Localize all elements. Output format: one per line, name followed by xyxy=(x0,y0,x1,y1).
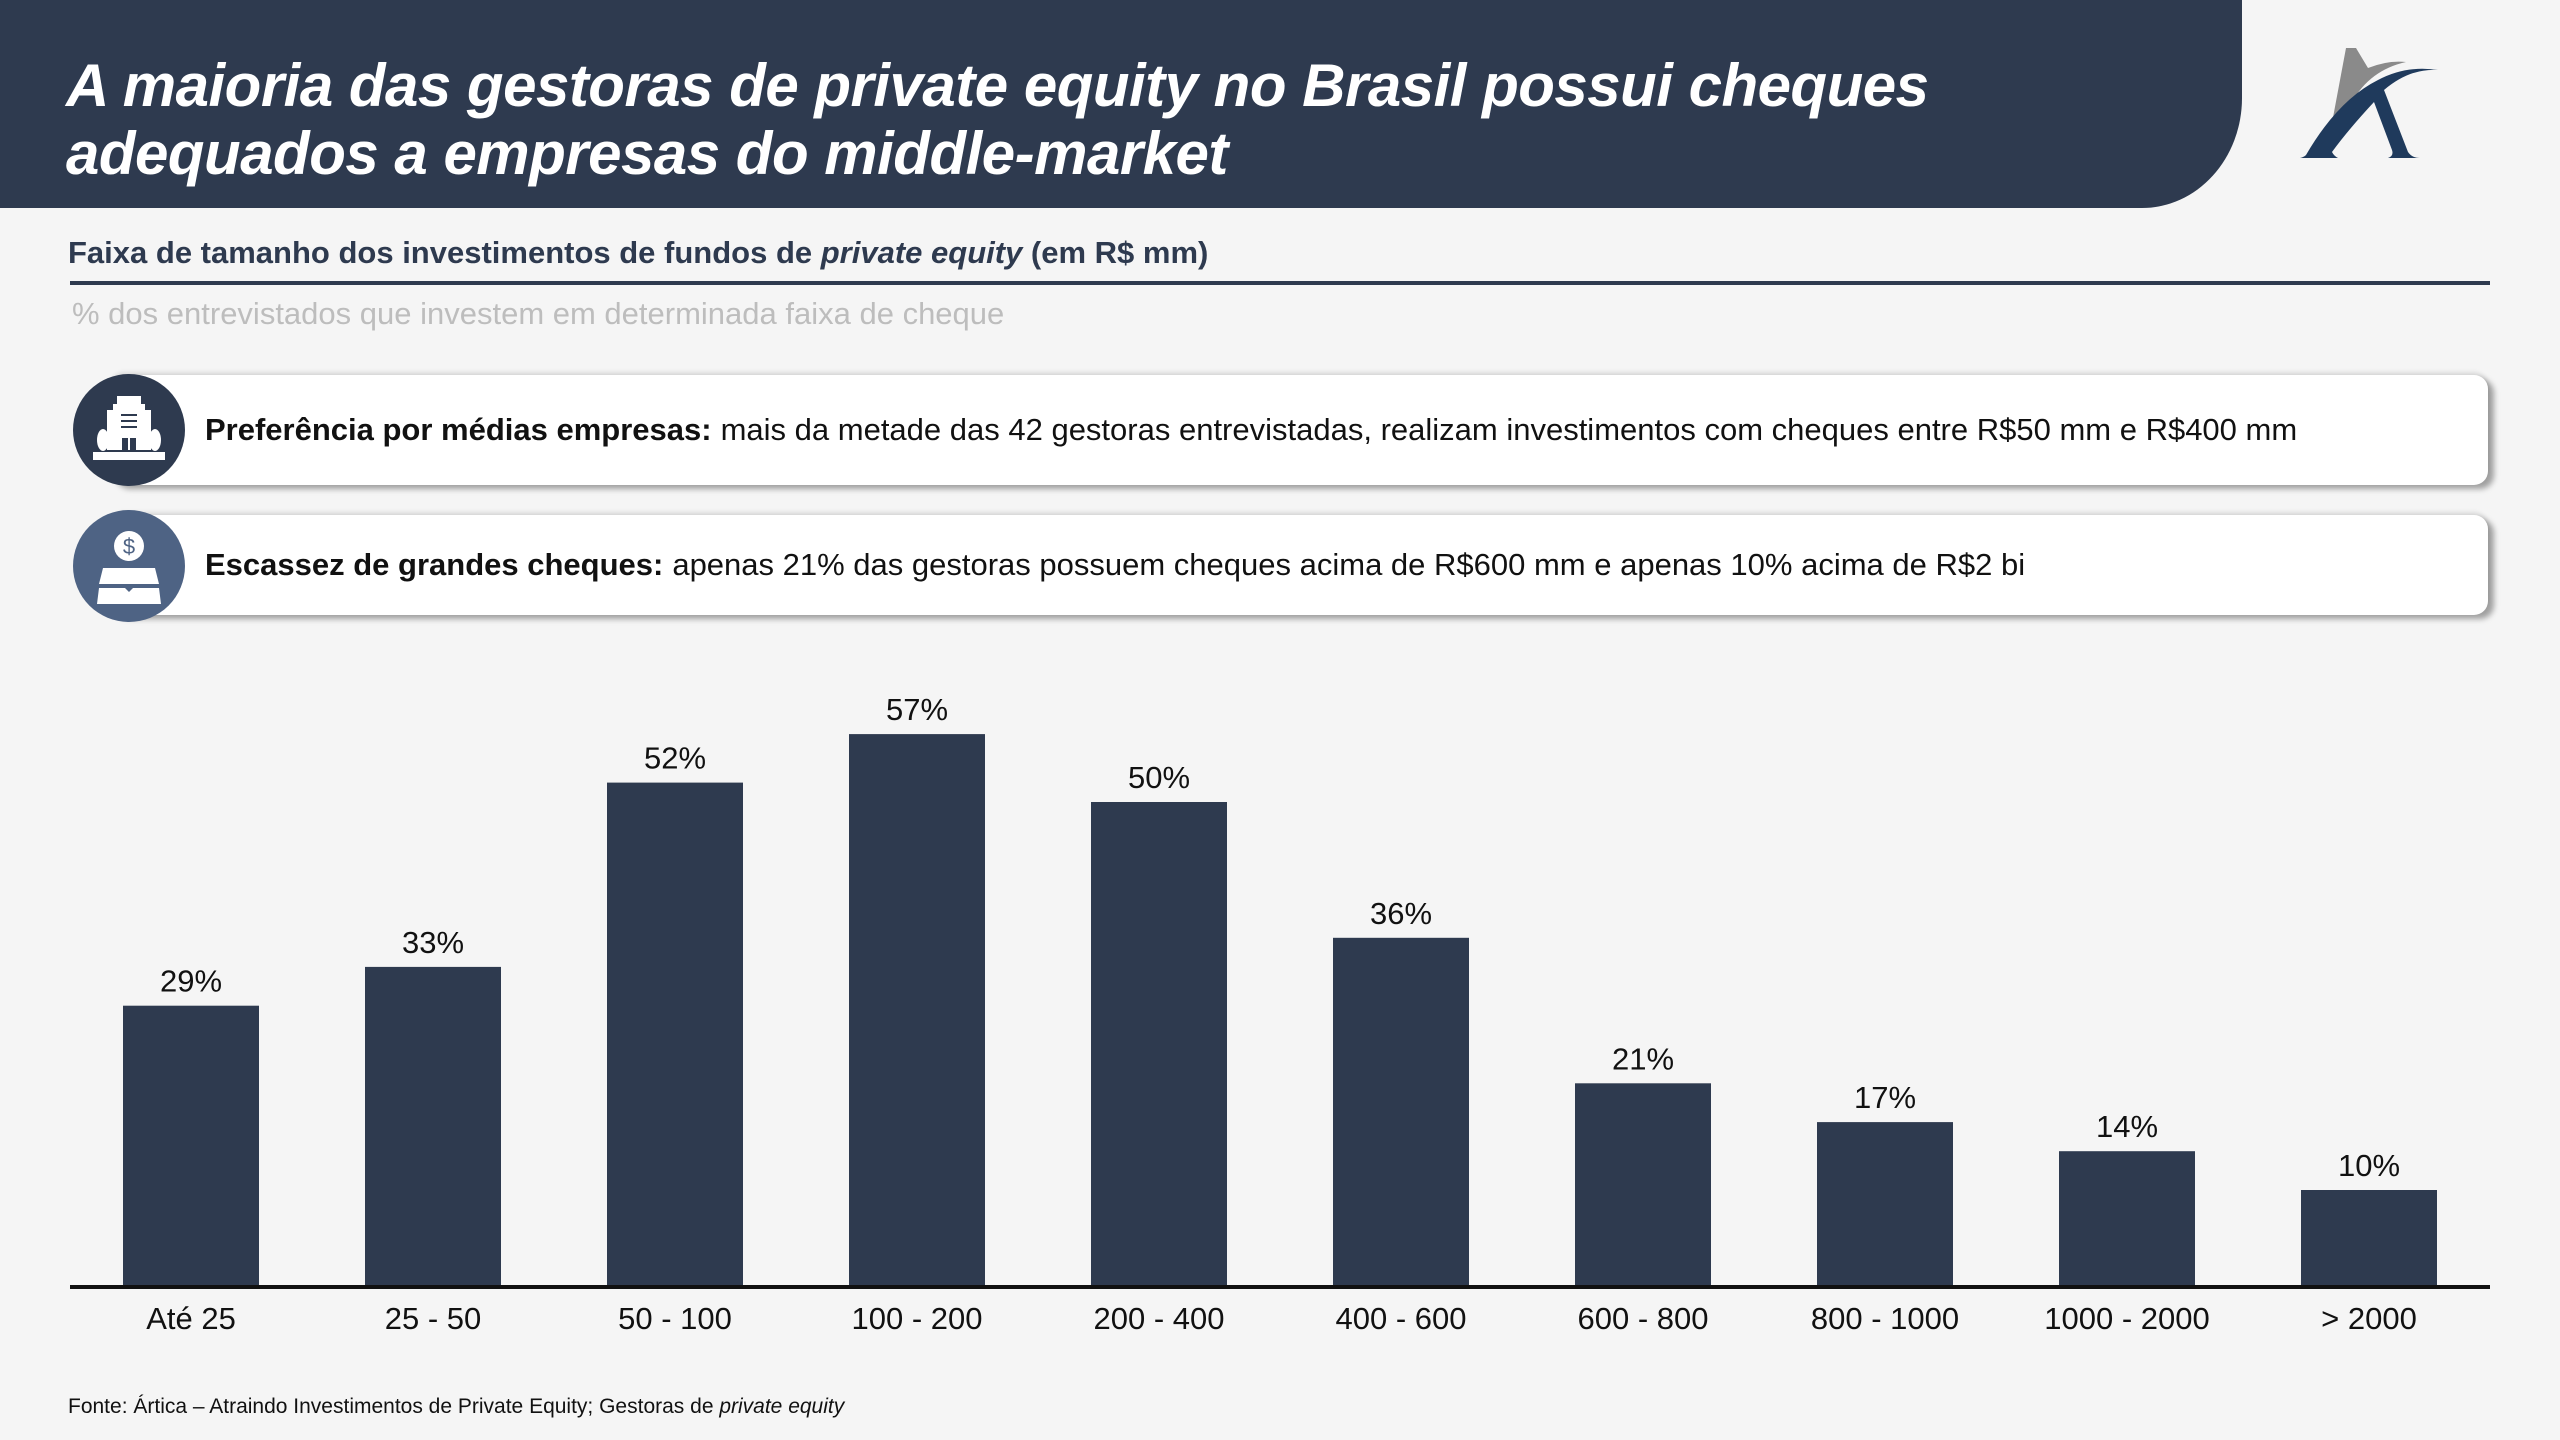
bar-6 xyxy=(1333,937,1469,1287)
section-divider xyxy=(70,281,2490,285)
callout-medium-companies: Preferência por médias empresas: mais da … xyxy=(110,375,2488,485)
value-label: 21% xyxy=(1612,1041,1674,1076)
bar-2 xyxy=(365,966,501,1287)
category-label: 200 - 400 xyxy=(1094,1301,1225,1336)
value-labels-group: 29% 33% 52% 57% 50% 36% 21% 17% 14% 10% xyxy=(160,692,2400,1183)
callout-large-cheques: Escassez de grandes cheques: apenas 21% d… xyxy=(110,515,2488,615)
building-icon xyxy=(73,374,185,486)
value-label: 57% xyxy=(886,692,948,727)
section-title-text: Faixa de tamanho dos investimentos de fu… xyxy=(68,235,821,270)
category-label: 400 - 600 xyxy=(1336,1301,1467,1336)
callout-body: mais da metade das 42 gestoras entrevist… xyxy=(720,412,2298,447)
bar-chart: 29% 33% 52% 57% 50% 36% 21% 17% 14% 10% Até 25 25 … xyxy=(70,692,2490,1336)
bars-group xyxy=(123,734,2437,1287)
money-coin-icon: $ xyxy=(73,510,185,622)
bar-9 xyxy=(2059,1151,2195,1287)
category-label: Até 25 xyxy=(146,1301,236,1336)
bar-5 xyxy=(1091,802,1227,1287)
bar-8 xyxy=(1817,1122,1953,1287)
page-title: A maioria das gestoras de private equity… xyxy=(66,52,2166,188)
source-italic: private equity xyxy=(719,1395,845,1418)
bar-3 xyxy=(607,782,743,1287)
category-label: 800 - 1000 xyxy=(1811,1301,1959,1336)
callout-text: Escassez de grandes cheques: apenas 21% d… xyxy=(205,515,2025,615)
value-label: 36% xyxy=(1370,896,1432,931)
svg-text:$: $ xyxy=(123,534,135,559)
callout-body: apenas 21% das gestoras possuem cheques … xyxy=(672,547,2026,582)
section-title-unit: (em R$ mm) xyxy=(1022,235,1209,270)
category-labels-group: Até 25 25 - 50 50 - 100 100 - 200 200 - 400 4… xyxy=(146,1301,2417,1336)
category-label: 600 - 800 xyxy=(1578,1301,1709,1336)
callout-heading: Escassez de grandes cheques: xyxy=(205,547,664,582)
bar-1 xyxy=(123,1005,259,1287)
title-line-2: adequados a empresas do middle-market xyxy=(66,120,1228,187)
value-label: 50% xyxy=(1128,760,1190,795)
source-note: Fonte: Ártica – Atraindo Investimentos d… xyxy=(68,1395,844,1419)
value-label: 52% xyxy=(644,741,706,776)
callout-text: Preferência por médias empresas: mais da … xyxy=(205,375,2297,485)
title-line-1: A maioria das gestoras de private equity… xyxy=(66,52,1929,119)
artica-logo-icon xyxy=(2298,40,2468,175)
section-title-italic: private equity xyxy=(820,235,1023,270)
section-subtitle: % dos entrevistados que investem em dete… xyxy=(72,296,1005,331)
value-label: 14% xyxy=(2096,1109,2158,1144)
source-text: Fonte: Ártica – Atraindo Investimentos d… xyxy=(68,1395,720,1418)
value-label: 29% xyxy=(160,964,222,999)
category-label: 1000 - 2000 xyxy=(2044,1301,2209,1336)
bar-10 xyxy=(2301,1190,2437,1287)
section-title: Faixa de tamanho dos investimentos de fu… xyxy=(68,235,1208,271)
callout-heading: Preferência por médias empresas: xyxy=(205,412,712,447)
category-label: 100 - 200 xyxy=(852,1301,983,1336)
value-label: 17% xyxy=(1854,1080,1916,1115)
bar-4 xyxy=(849,734,985,1287)
value-label: 10% xyxy=(2338,1148,2400,1183)
category-label: 25 - 50 xyxy=(385,1301,482,1336)
category-label: 50 - 100 xyxy=(618,1301,732,1336)
value-label: 33% xyxy=(402,925,464,960)
header-banner: A maioria das gestoras de private equity… xyxy=(0,0,2242,208)
category-label: > 2000 xyxy=(2321,1301,2417,1336)
bar-7 xyxy=(1575,1083,1711,1287)
